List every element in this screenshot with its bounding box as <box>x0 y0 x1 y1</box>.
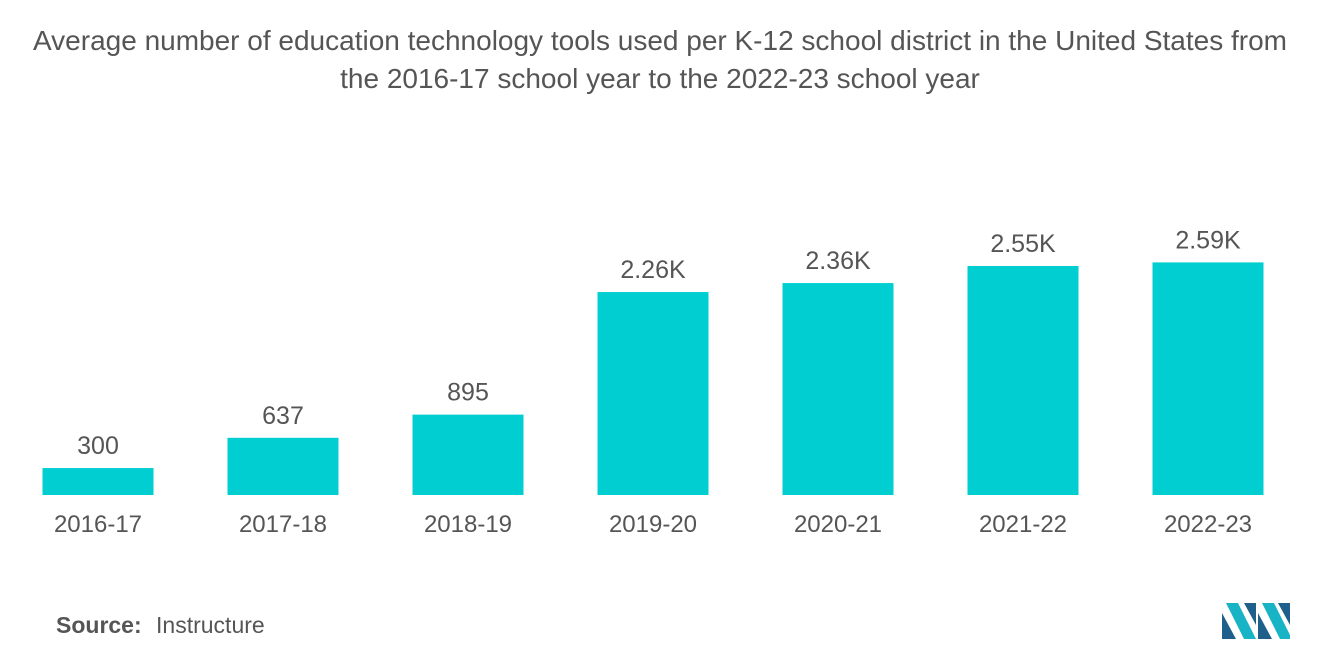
bar-2017-18 <box>227 437 339 495</box>
data-label-2021-22: 2.55K <box>990 230 1056 258</box>
brand-logo-icon <box>1222 603 1290 639</box>
x-tick-label-2016-17: 2016-17 <box>54 511 142 538</box>
x-tick-label-2018-19: 2018-19 <box>424 511 512 538</box>
chart-title: Average number of education technology t… <box>33 25 1287 94</box>
data-label-2019-20: 2.26K <box>620 256 686 284</box>
source-label: Source: <box>56 612 142 638</box>
data-label-2020-21: 2.36K <box>805 247 871 275</box>
bar-2022-23 <box>1152 262 1264 495</box>
x-tick-label-2019-20: 2019-20 <box>609 511 697 538</box>
bar-chart: 300 2016-17 637 2017-18 895 2018-19 2.26K 2019-… <box>42 226 1264 538</box>
bar-2016-17 <box>42 468 154 495</box>
bar-2021-22 <box>967 266 1079 495</box>
source-value: Instructure <box>156 612 265 638</box>
data-label-2018-19: 895 <box>447 379 489 407</box>
bar-2020-21 <box>782 283 894 495</box>
x-tick-label-2021-22: 2021-22 <box>979 511 1067 538</box>
x-tick-label-2020-21: 2020-21 <box>794 511 882 538</box>
bar-2018-19 <box>412 414 524 495</box>
x-tick-label-2017-18: 2017-18 <box>239 511 327 538</box>
data-label-2022-23: 2.59K <box>1175 226 1241 254</box>
x-tick-label-2022-23: 2022-23 <box>1164 511 1252 538</box>
bars-layer: 300 2016-17 637 2017-18 895 2018-19 2.26K 2019-… <box>42 226 1264 538</box>
bar-2019-20 <box>597 292 709 495</box>
data-label-2016-17: 300 <box>77 432 119 460</box>
source-note: Source: Instructure <box>56 612 265 639</box>
data-label-2017-18: 637 <box>262 402 304 430</box>
